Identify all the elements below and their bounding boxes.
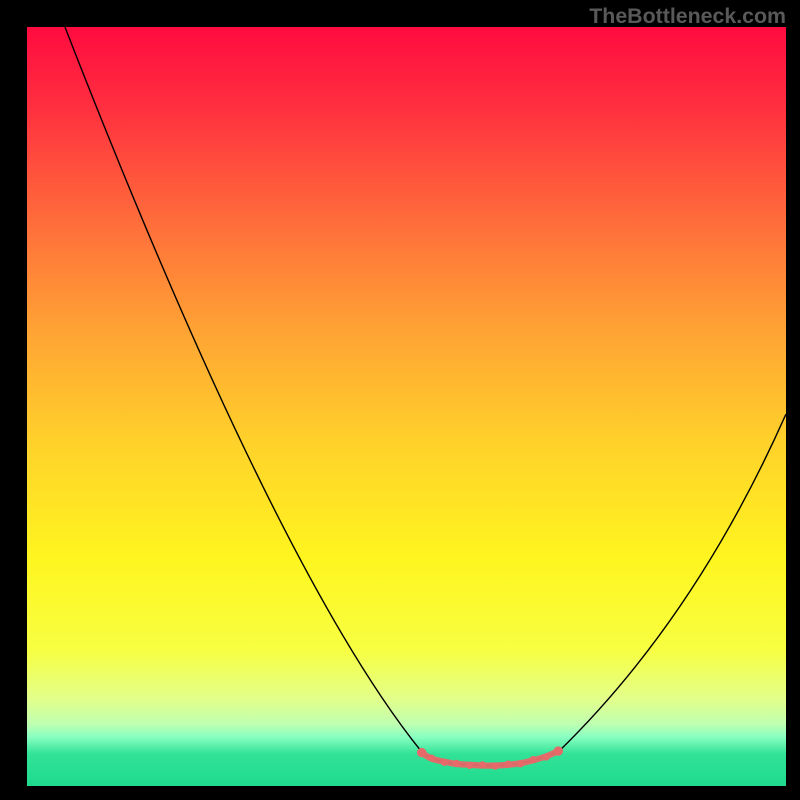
marker-point — [517, 761, 523, 767]
frame-left — [0, 0, 27, 800]
marker-point — [428, 755, 434, 761]
marker-point — [453, 760, 459, 766]
marker-point — [479, 762, 485, 768]
plot-svg — [27, 27, 786, 786]
marker-point — [505, 761, 511, 767]
marker-point — [466, 762, 472, 768]
plot-gradient-bg — [27, 27, 786, 786]
plot-area — [27, 27, 786, 786]
marker-point — [543, 754, 549, 760]
chart-stage: TheBottleneck.com — [0, 0, 800, 800]
watermark-label: TheBottleneck.com — [589, 4, 786, 29]
marker-point — [530, 756, 536, 762]
frame-right — [786, 0, 800, 800]
frame-bottom — [0, 786, 800, 800]
marker-point — [441, 759, 447, 765]
marker-endpoint — [417, 748, 425, 756]
marker-endpoint — [554, 747, 562, 755]
marker-point — [492, 763, 498, 769]
